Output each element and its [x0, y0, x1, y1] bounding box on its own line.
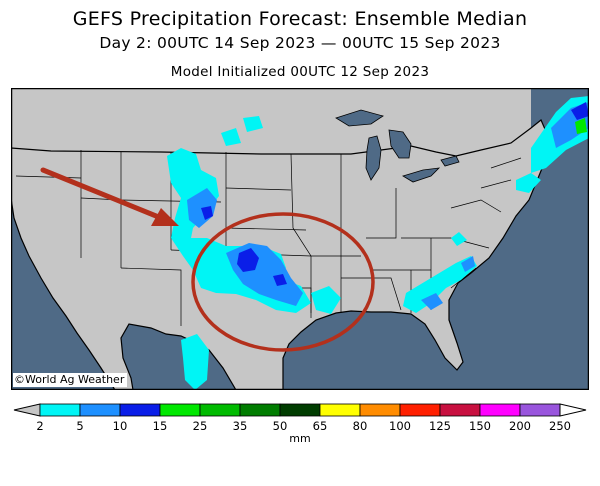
- scale-tick-label: 15: [153, 419, 168, 433]
- scale-swatch: [79, 403, 121, 417]
- highlight-circle: [191, 212, 375, 352]
- precip-10-15mm: [201, 102, 589, 286]
- scale-swatch: [519, 403, 561, 417]
- scale-tick-label: 2: [36, 419, 43, 433]
- scale-swatch: [399, 403, 441, 417]
- scale-swatch: [159, 403, 201, 417]
- scale-tick-label: 150: [469, 419, 491, 433]
- scale-unit: mm: [289, 432, 311, 445]
- scale-swatch: [359, 403, 401, 417]
- forecast-period: Day 2: 00UTC 14 Sep 2023 — 00UTC 15 Sep …: [99, 34, 501, 52]
- scale-tick-label: 10: [113, 419, 128, 433]
- scale-tick-label: 100: [389, 419, 411, 433]
- scale-swatch: [479, 403, 521, 417]
- color-scale-legend: 2 5 10 15 25 35 50 65 80 100 125 150 200 250: [13, 403, 587, 433]
- map-title: GEFS Precipitation Forecast: Ensemble Me…: [72, 8, 528, 30]
- annotation-arrow: [40, 167, 179, 226]
- scale-tick-label: 125: [429, 419, 451, 433]
- precipitation-map: [11, 88, 589, 390]
- scale-tick-label: 25: [193, 419, 208, 433]
- scale-swatch: [199, 403, 241, 417]
- scale-upper-cap: [559, 403, 587, 417]
- scale-tick-label: 5: [76, 419, 83, 433]
- scale-swatch: [279, 403, 321, 417]
- scale-tick-label: 200: [509, 419, 531, 433]
- scale-tick-label: 250: [549, 419, 571, 433]
- credit-label: ©World Ag Weather: [13, 373, 128, 387]
- scale-tick-label: 50: [273, 419, 288, 433]
- scale-swatch: [239, 403, 281, 417]
- scale-tick-label: 80: [353, 419, 368, 433]
- scale-tick-label: 65: [313, 419, 328, 433]
- scale-swatch: [39, 403, 81, 417]
- scale-lower-cap: [13, 403, 41, 417]
- map-frame: [11, 88, 589, 390]
- scale-swatch: [119, 403, 161, 417]
- precip-15-25mm: [575, 118, 587, 134]
- scale-swatch: [439, 403, 481, 417]
- scale-tick-label: 35: [233, 419, 248, 433]
- scale-swatch: [319, 403, 361, 417]
- great-lakes: [335, 109, 460, 183]
- model-initialized: Model Initialized 00UTC 12 Sep 2023: [170, 64, 430, 80]
- canada-land: [11, 88, 531, 156]
